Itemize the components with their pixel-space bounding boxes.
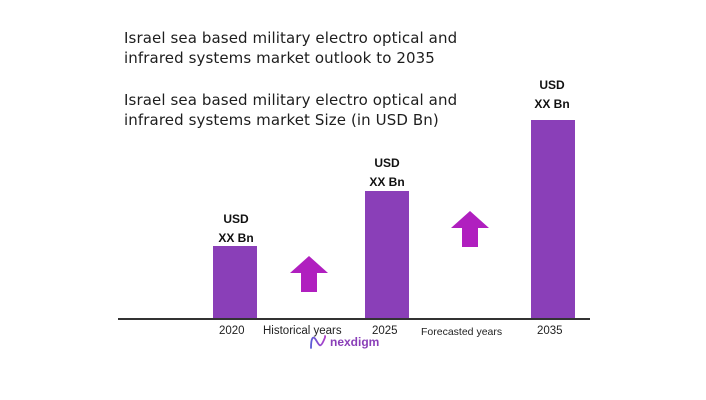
bar-2035 (531, 120, 575, 318)
chart-title-line1: Israel sea based military electro optica… (124, 29, 458, 47)
value-currency: USD (223, 212, 249, 226)
bar-2035-value-label: USD XX Bn (512, 76, 592, 114)
value-amount: XX Bn (369, 175, 405, 189)
chart-title-line2: infrared systems market outlook to 2035 (124, 49, 435, 67)
value-amount: XX Bn (534, 97, 570, 111)
x-label-forecasted-years: Forecasted years (421, 326, 503, 338)
bar-2020-value-label: USD XX Bn (196, 210, 276, 248)
forecast-growth-arrow-icon (451, 211, 489, 247)
chart-subtitle-line1: Israel sea based military electro optica… (124, 91, 458, 109)
value-amount: XX Bn (218, 231, 254, 245)
historical-growth-arrow-icon (290, 256, 328, 292)
x-label-historical-years: Historical years (263, 325, 342, 337)
nexdigm-logo: nexdigm (309, 334, 379, 350)
chart-subtitle-line2: infrared systems market Size (in USD Bn) (124, 111, 439, 129)
bar-2025-value-label: USD XX Bn (347, 154, 427, 192)
bar-2020 (213, 246, 257, 318)
x-label-2020: 2020 (219, 325, 245, 337)
nexdigm-wave-icon (310, 335, 327, 349)
x-axis-line (118, 318, 590, 320)
x-label-2025: 2025 (372, 325, 398, 337)
value-currency: USD (374, 156, 400, 170)
logo-text: nexdigm (330, 335, 380, 349)
bar-2025 (365, 191, 409, 318)
x-label-2035: 2035 (537, 325, 563, 337)
value-currency: USD (539, 78, 565, 92)
